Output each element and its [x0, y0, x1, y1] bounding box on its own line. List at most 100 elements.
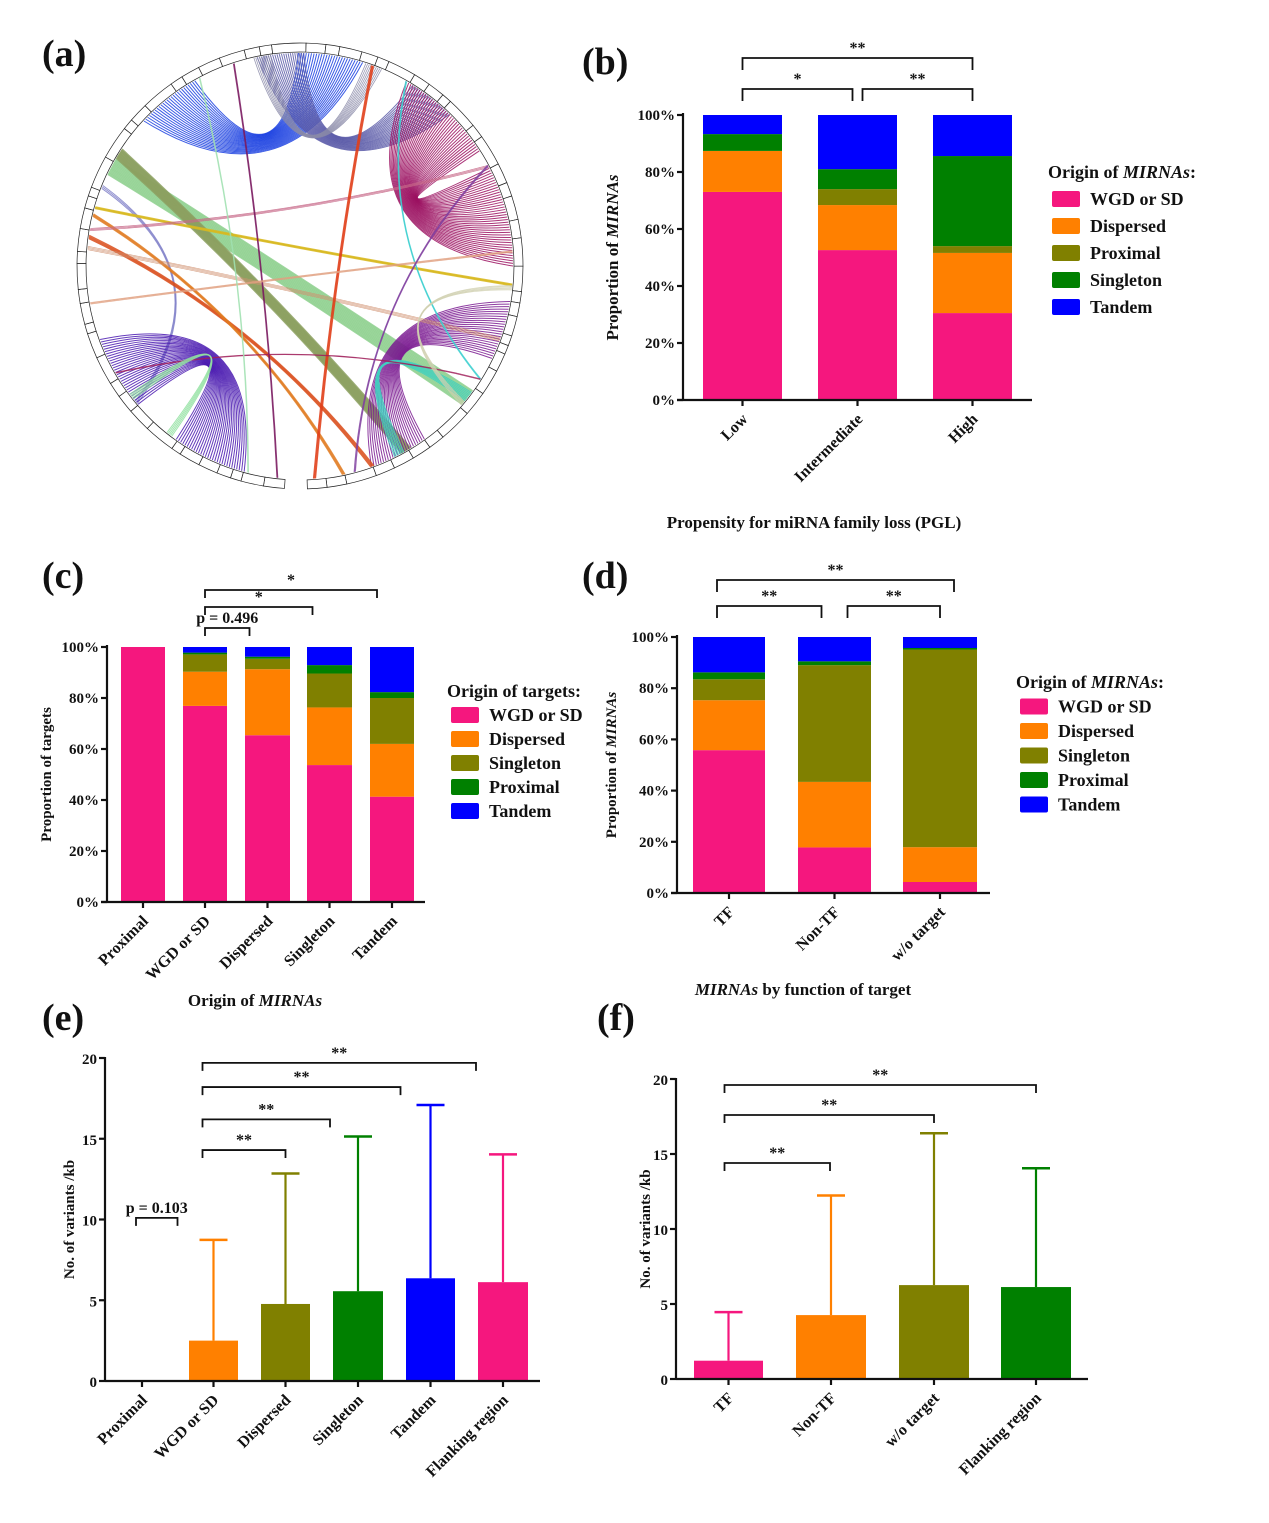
significance-label: **	[236, 1132, 252, 1149]
chromosome-segment	[436, 407, 468, 438]
circos-link	[88, 238, 372, 468]
legend-label: Proximal	[1090, 243, 1161, 263]
chart-e: Proximal WGD or SD Dispersed Singleton Tande…	[62, 1045, 540, 1481]
circos-link	[149, 60, 356, 152]
legend-swatch	[1020, 772, 1048, 788]
circos-link	[107, 172, 464, 404]
circos-link	[92, 215, 344, 476]
circos-link	[199, 77, 249, 473]
y-tick-label: 0%	[647, 886, 670, 902]
circos-link	[88, 234, 375, 467]
bar-segment-tandem	[370, 647, 414, 693]
circos-link	[88, 235, 374, 467]
bar-segment-wgd-or-sd	[693, 750, 765, 893]
panel-label-b: (b)	[582, 41, 628, 83]
y-tick-label: 5	[90, 1294, 98, 1310]
x-tick-label: TF	[711, 904, 738, 931]
bar-segment-singleton	[818, 169, 897, 190]
circos-link	[379, 317, 507, 460]
circos-link	[398, 81, 482, 380]
panel-label-e: (e)	[42, 997, 84, 1039]
y-tick-label: 80%	[69, 691, 99, 707]
bar	[899, 1285, 969, 1379]
circos-link	[367, 301, 511, 467]
y-tick-label: 5	[661, 1298, 669, 1314]
legend-swatch	[1020, 698, 1048, 715]
y-tick-label: 0	[661, 1373, 669, 1389]
legend-title: Origin of targets:	[447, 681, 581, 701]
circos-link	[232, 63, 278, 478]
circos-link	[154, 58, 349, 149]
significance-bracket	[204, 606, 314, 615]
y-tick-label: 0%	[77, 895, 100, 911]
bar-segment-wgd-or-sd	[703, 191, 782, 400]
y-tick-label: 100%	[62, 640, 100, 656]
chromosome-segment	[76, 263, 88, 290]
bar-segment-proximal	[933, 246, 1012, 253]
significance-label: **	[850, 40, 866, 57]
legend-title: Origin of MIRNAs:	[1016, 672, 1164, 692]
significance-bracket	[861, 88, 974, 101]
circos-link	[136, 363, 211, 442]
legend-title: Origin of MIRNAs:	[1048, 162, 1196, 182]
circos-link	[89, 167, 489, 232]
x-axis-title: Propensity for miRNA family loss (PGL)	[667, 513, 962, 532]
bar-segment-proximal	[903, 648, 977, 650]
bar-segment-wgd-or-sd	[183, 705, 227, 902]
chromosome-segment	[258, 44, 274, 57]
x-tick-label: Low	[718, 410, 752, 444]
circos-link	[88, 236, 373, 467]
circos-link	[174, 54, 323, 141]
y-tick-label: 20	[82, 1052, 97, 1068]
x-axis-title: MIRNAs by function of target	[694, 980, 912, 999]
chromosome-segment	[306, 478, 328, 490]
chromosome-segment	[263, 476, 286, 489]
circos-link	[87, 246, 501, 339]
chromosome-segment	[271, 42, 307, 55]
x-tick-label: Singleton	[310, 1392, 367, 1449]
circos-link	[233, 63, 279, 478]
circos-link	[391, 334, 500, 450]
chromosome-segment	[475, 366, 498, 395]
circos-link	[145, 61, 361, 154]
panel-label-a: (a)	[42, 33, 86, 75]
bar	[406, 1278, 455, 1381]
circos-link	[105, 342, 236, 468]
chromosome-segment	[130, 404, 154, 429]
chart-f: TF Non-TF w/o target Flanking region 0 5 10 15 2…	[638, 1067, 1088, 1479]
circos-link	[377, 315, 507, 462]
bar	[333, 1291, 383, 1381]
circos-plot	[76, 42, 524, 490]
y-axis-title: Proportion of targets	[39, 707, 55, 842]
bar	[261, 1303, 310, 1381]
bar-segment-wgd-or-sd	[818, 250, 897, 400]
y-tick-label: 15	[82, 1133, 97, 1149]
chromosome-segment	[384, 61, 416, 83]
x-tick-label: WGD or SD	[151, 1392, 222, 1463]
bar-segment-dispersed	[703, 150, 782, 192]
circos-link	[372, 308, 509, 465]
bar-segment-singleton	[370, 698, 414, 744]
bar-segment-tandem	[245, 647, 290, 657]
bar	[694, 1360, 763, 1379]
legend-swatch	[451, 731, 479, 747]
y-tick-label: 20	[653, 1073, 668, 1089]
circos-link	[158, 57, 343, 147]
bar-segment-tandem	[903, 637, 977, 649]
bar	[189, 1340, 238, 1381]
significance-bracket	[135, 1216, 179, 1226]
significance-bracket	[201, 1061, 477, 1071]
circos-link	[369, 303, 510, 466]
bar-segment-singleton	[693, 679, 765, 701]
significance-label: **	[821, 1097, 837, 1114]
chart-d: 0% 20% 40% 60% 80% 100% TF Non-TF w/o target Prop…	[604, 562, 1164, 999]
chromosome-segment	[198, 57, 224, 76]
significance-label: **	[769, 1145, 785, 1162]
bar-segment-proximal	[183, 652, 227, 655]
bar-segment-tandem	[933, 115, 1012, 157]
bar-segment-tandem	[798, 637, 871, 662]
y-axis-title: No. of variants /kb	[62, 1160, 78, 1279]
x-tick-label: Proximal	[94, 1391, 151, 1448]
y-axis-title: Proportion of MIRNAs	[604, 692, 620, 839]
significance-bracket	[201, 1149, 287, 1159]
